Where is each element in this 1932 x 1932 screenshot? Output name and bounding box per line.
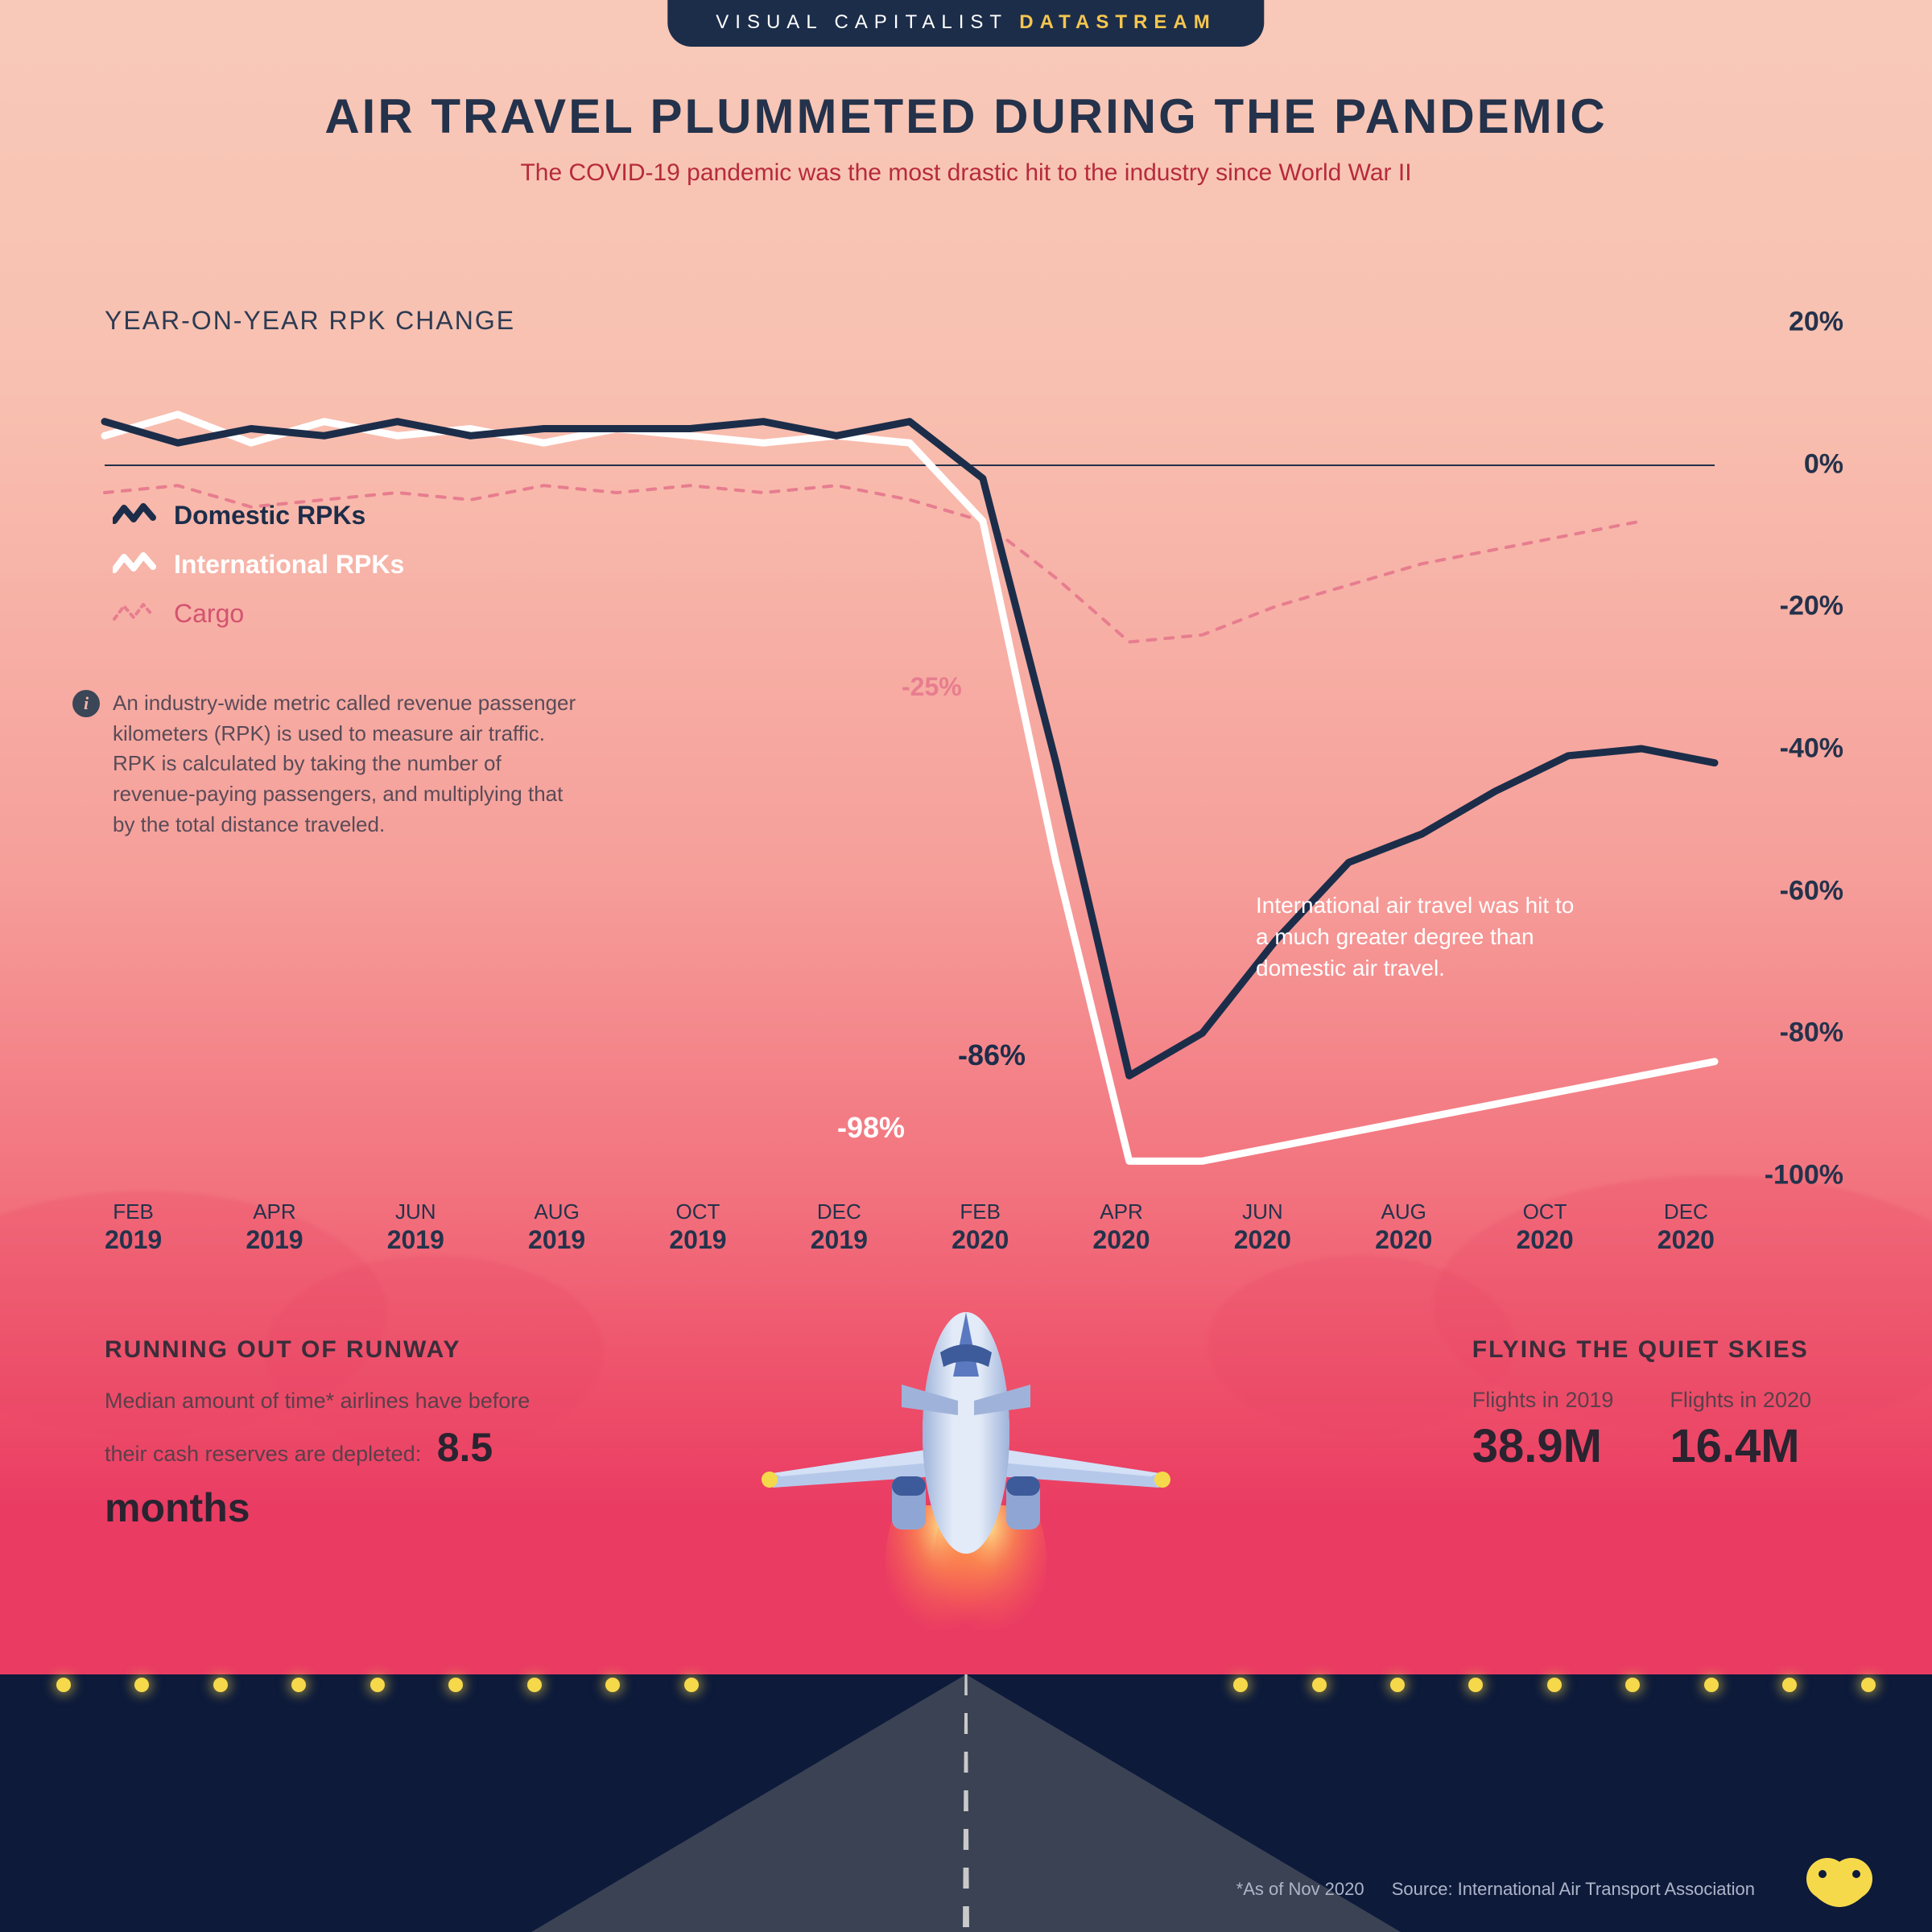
stat-value: 38.9M [1472,1419,1614,1473]
stat-label: Flights in 2020 [1670,1388,1811,1413]
y-tick-label: 0% [1804,448,1843,480]
x-axis: FEB2019 APR2019 JUN2019 AUG2019 OCT2019 DEC20… [105,1199,1715,1256]
runway-value: 8.5 months [105,1425,493,1530]
footer-asterisk: *As of Nov 2020 [1236,1879,1364,1899]
stat-2019: Flights in 2019 38.9M [1472,1388,1614,1473]
x-tick-label: JUN2020 [1234,1199,1291,1256]
section-heading: FLYING THE QUIET SKIES [1472,1336,1811,1364]
x-tick-label: FEB2020 [952,1199,1009,1256]
stat-label: Flights in 2019 [1472,1388,1614,1413]
y-tick-label: -20% [1780,591,1843,622]
brand-pill: VISUAL CAPITALIST DATASTREAM [667,0,1264,47]
page-subtitle: The COVID-19 pandemic was the most drast… [0,159,1932,187]
section-body: Median amount of time* airlines have bef… [105,1385,539,1538]
legend-label: Domestic RPKs [174,491,365,540]
x-tick-label: FEB2019 [105,1199,162,1256]
y-tick-label: 20% [1789,307,1843,338]
x-tick-label: DEC2019 [811,1199,868,1256]
zigzag-dashed-icon [113,601,158,625]
infographic-canvas: VISUAL CAPITALIST DATASTREAM AIR TRAVEL … [0,0,1932,1932]
y-tick-label: -80% [1780,1018,1843,1049]
section-flights: FLYING THE QUIET SKIES Flights in 2019 3… [1472,1336,1811,1473]
legend: Domestic RPKs International RPKs Cargo [113,491,404,638]
brand-right: DATASTREAM [1019,11,1216,33]
stat-2020: Flights in 2020 16.4M [1670,1388,1811,1473]
x-tick-label: APR2020 [1092,1199,1150,1256]
legend-domestic: Domestic RPKs [113,491,404,540]
y-tick-label: -100% [1765,1160,1843,1191]
footer: *As of Nov 2020 Source: International Ai… [1236,1879,1755,1900]
info-icon: i [72,690,100,717]
x-tick-label: OCT2020 [1516,1199,1573,1256]
callout-international: -98% [837,1111,905,1145]
section-heading: RUNNING OUT OF RUNWAY [105,1336,539,1364]
zigzag-icon [113,503,158,527]
legend-cargo: Cargo [113,589,404,638]
footer-source: Source: International Air Transport Asso… [1392,1879,1755,1899]
runway-lights [0,1678,1932,1692]
x-tick-label: OCT2019 [669,1199,726,1256]
page-title: AIR TRAVEL PLUMMETED DURING THE PANDEMIC [0,89,1932,144]
zigzag-icon [113,552,158,576]
vc-logo-icon [1803,1852,1876,1908]
callout-cargo: -25% [902,672,962,702]
y-tick-label: -40% [1780,733,1843,765]
x-tick-label: JUN2019 [387,1199,444,1256]
stat-value: 16.4M [1670,1419,1811,1473]
plane-icon [757,1304,1175,1594]
x-tick-label: AUG2019 [528,1199,585,1256]
legend-international: International RPKs [113,540,404,589]
info-text: An industry-wide metric called revenue p… [113,691,576,836]
annotation: International air travel was hit to a mu… [1256,890,1578,985]
legend-label: Cargo [174,589,244,638]
legend-label: International RPKs [174,540,404,589]
x-tick-label: AUG2020 [1375,1199,1432,1256]
callout-domestic: -86% [958,1038,1026,1072]
section-runway: RUNNING OUT OF RUNWAY Median amount of t… [105,1336,539,1538]
y-tick-label: -60% [1780,875,1843,906]
x-tick-label: APR2019 [246,1199,303,1256]
x-tick-label: DEC2020 [1657,1199,1715,1256]
info-block: i An industry-wide metric called revenue… [113,688,588,840]
stat-pair: Flights in 2019 38.9M Flights in 2020 16… [1472,1388,1811,1473]
brand-left: VISUAL CAPITALIST [716,11,1007,33]
